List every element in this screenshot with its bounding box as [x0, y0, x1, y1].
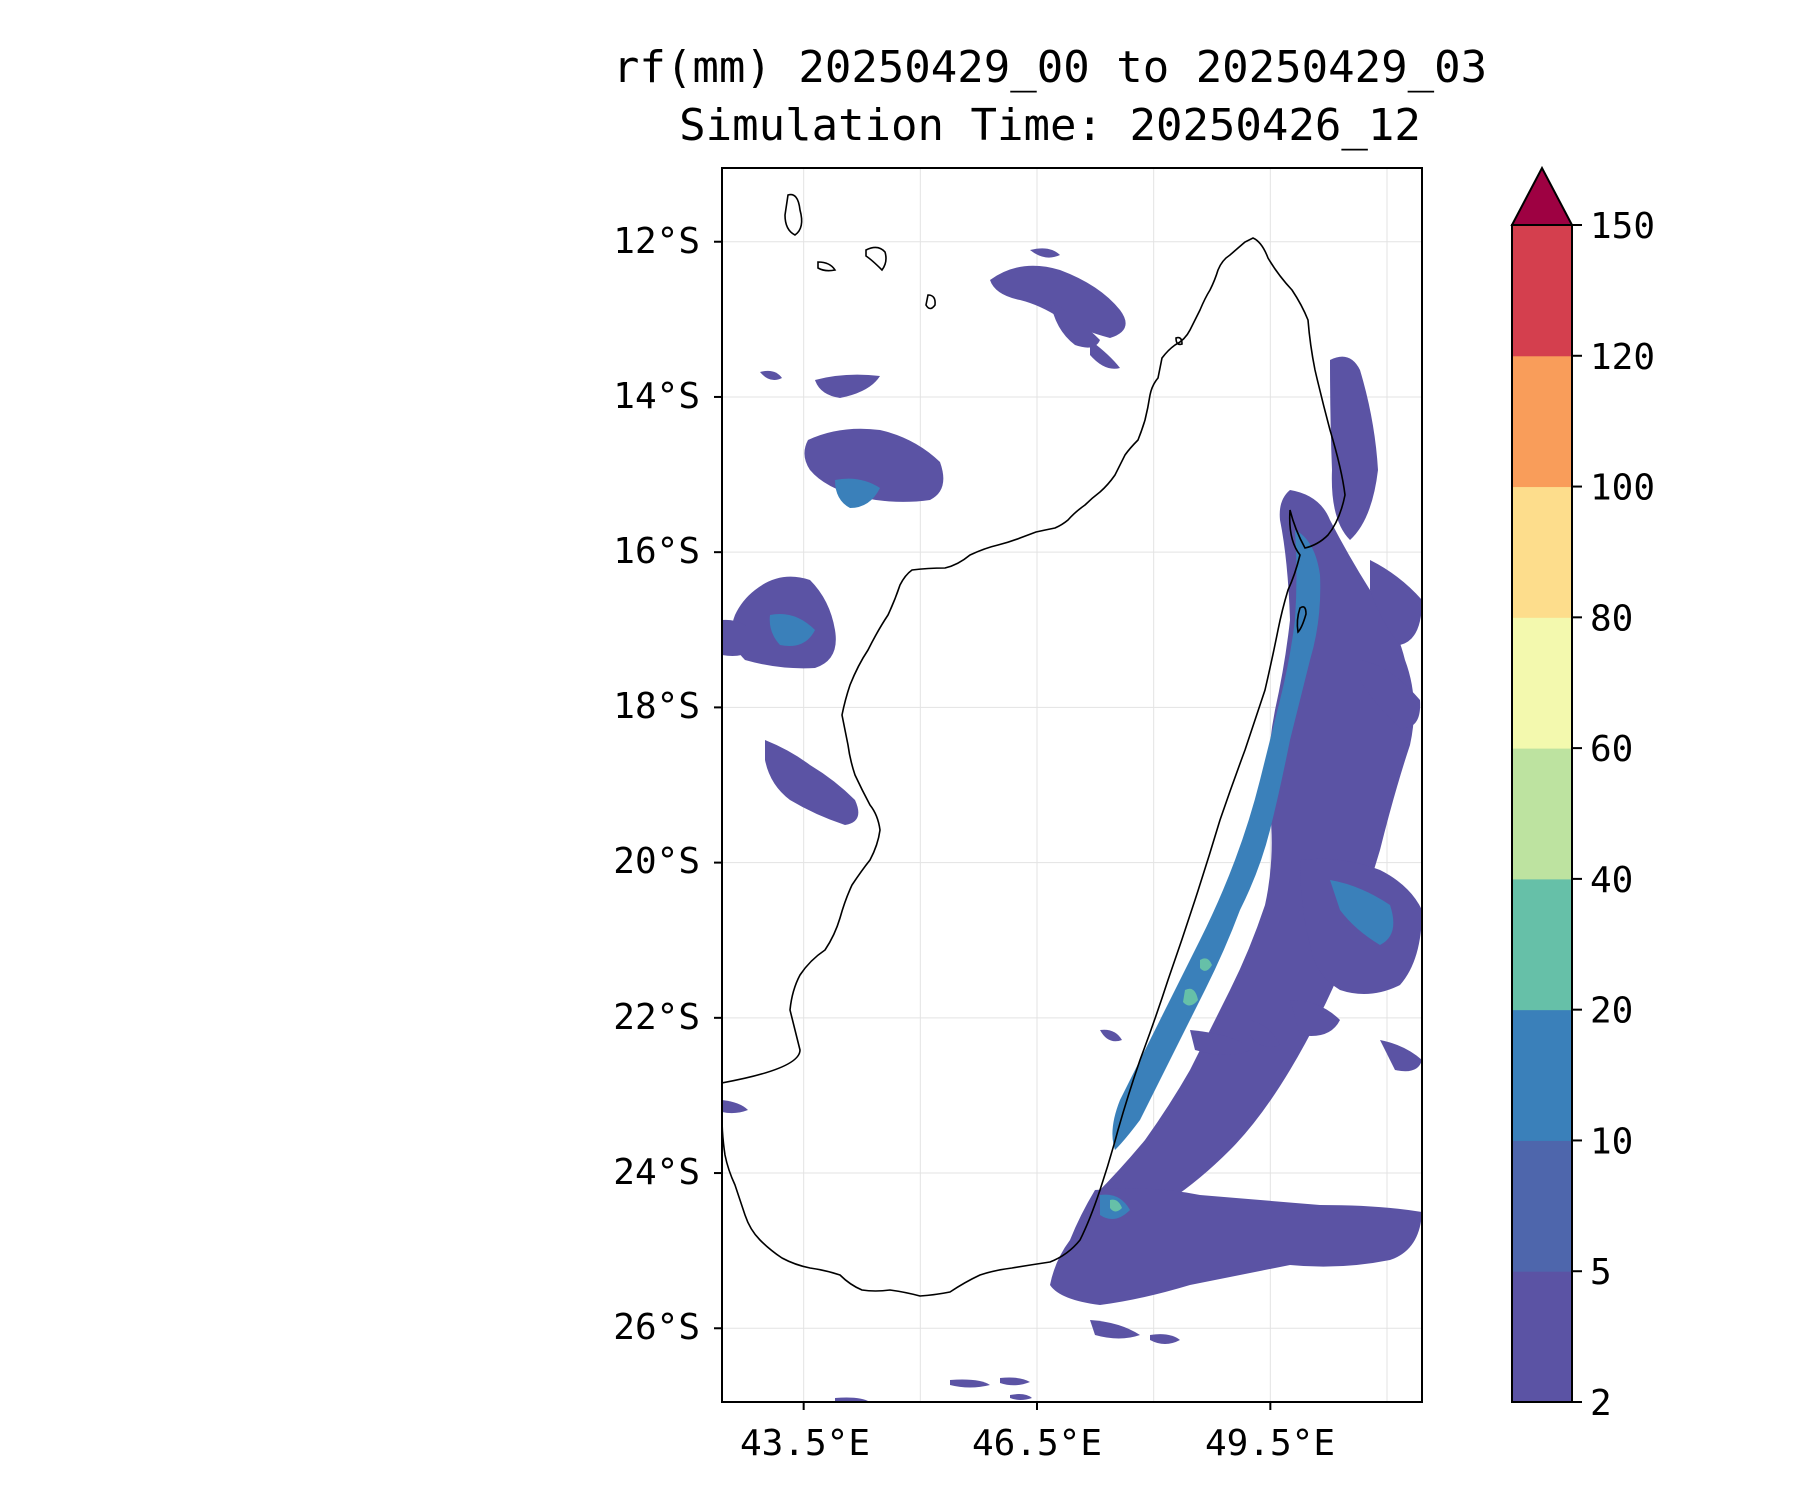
colorbar-frame [1511, 224, 1573, 1403]
lat-label: 14°S [613, 376, 700, 417]
nosy-be-island [1175, 336, 1183, 346]
colorbar-ticks: 2 5 10 20 40 60 80 100 120 150 [1572, 206, 1655, 1424]
lat-label: 16°S [613, 531, 700, 572]
map-panel: 12°S 14°S 16°S 18°S 20°S 22°S 24°S 26°S … [613, 167, 1423, 1464]
rain-core-north [769, 478, 880, 646]
lat-label: 22°S [613, 997, 700, 1038]
colorbar-segment [1512, 878, 1572, 1011]
latitude-labels: 12°S 14°S 16°S 18°S 20°S 22°S 24°S 26°S [613, 221, 700, 1348]
longitude-labels: 43.5°E 46.5°E 49.5°E [740, 1423, 1335, 1464]
colorbar-tick-label: 60 [1590, 729, 1633, 770]
axis-ticks [714, 240, 1272, 1410]
colorbar-tick-label: 80 [1590, 598, 1633, 639]
colorbar-segment [1512, 617, 1572, 749]
colorbar-segments [1512, 225, 1572, 1403]
colorbar-tick-label: 20 [1590, 991, 1633, 1032]
comoros-island [817, 261, 837, 272]
sainte-marie-island [1296, 606, 1307, 634]
map-title-line-2: Simulation Time: 20250426_12 [679, 100, 1421, 151]
colorbar-tick-label: 10 [1590, 1121, 1633, 1162]
colorbar-tick-label: 2 [1590, 1383, 1612, 1424]
colorbar-segment [1512, 748, 1572, 880]
coastline [722, 193, 1346, 1297]
colorbar-segment [1512, 1009, 1572, 1141]
lon-label: 46.5°E [972, 1423, 1102, 1464]
colorbar-extend-arrow [1510, 165, 1574, 226]
rainfall-field [722, 248, 1422, 1402]
lat-label: 12°S [613, 221, 700, 262]
mayotte-island [925, 294, 936, 310]
map-frame [721, 167, 1423, 1403]
rain-core-heavy [1110, 958, 1212, 1212]
colorbar-segment [1512, 1140, 1572, 1272]
lat-label: 20°S [613, 841, 700, 882]
colorbar-segment [1512, 1271, 1572, 1403]
map-title-line-1: rf(mm) 20250429_00 to 20250429_03 [612, 42, 1488, 93]
lat-label: 24°S [613, 1152, 700, 1193]
colorbar-tick-label: 100 [1590, 468, 1655, 509]
colorbar-tick-label: 40 [1590, 860, 1633, 901]
colorbar-segment [1512, 486, 1572, 618]
lat-label: 26°S [613, 1307, 700, 1348]
lat-label: 18°S [613, 686, 700, 727]
lon-label: 43.5°E [740, 1423, 870, 1464]
colorbar-tick-label: 120 [1590, 337, 1655, 378]
comoros-island [865, 246, 887, 272]
colorbar-segment [1512, 225, 1572, 357]
colorbar: 2 5 10 20 40 60 80 100 120 150 [1510, 165, 1655, 1424]
lon-label: 49.5°E [1205, 1423, 1335, 1464]
colorbar-tick-label: 5 [1590, 1252, 1612, 1293]
madagascar-outline [722, 237, 1346, 1297]
comoros-island [784, 193, 803, 236]
colorbar-segment [1512, 355, 1572, 488]
colorbar-tick-label: 150 [1590, 206, 1655, 247]
